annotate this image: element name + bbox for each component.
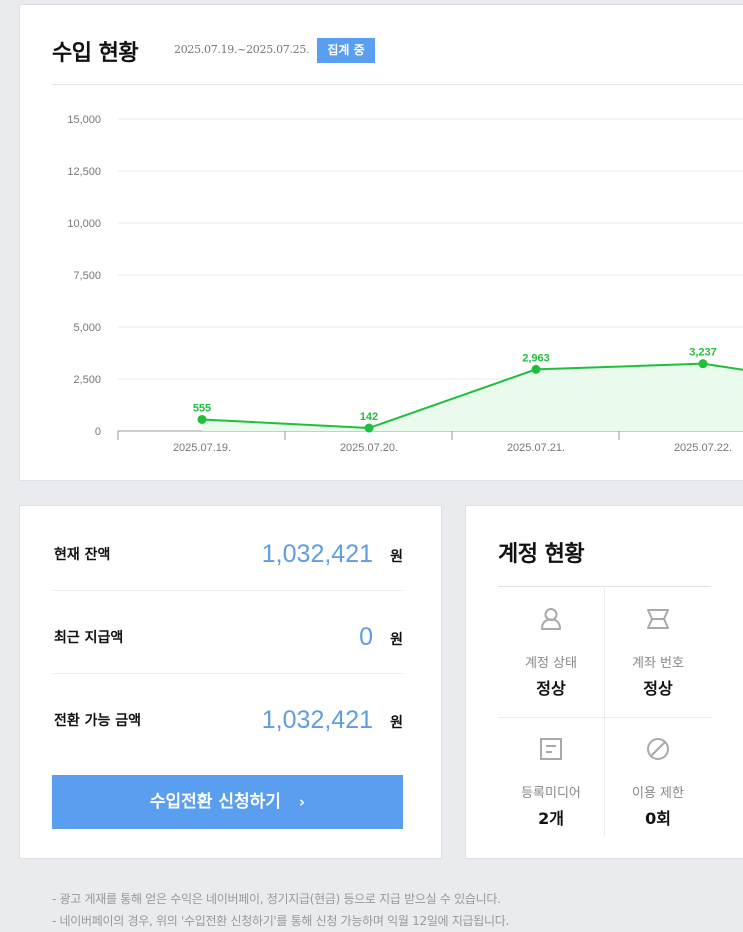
y-tick-label: 15,000 (67, 114, 101, 126)
revenue-chart: 0 2,500 5,000 7,500 10,000 12,500 15,000 2025.0… (67, 114, 743, 454)
data-label: 555 (193, 402, 211, 414)
y-tick-label: 2,500 (73, 374, 101, 386)
convert-button-label: 수입전환 신청하기 (149, 792, 281, 812)
data-point (364, 423, 374, 433)
row-divider (52, 590, 403, 591)
convertible-amount-row: 전환 가능 금액 1,032,421 원 (52, 674, 403, 757)
person-icon (541, 608, 561, 630)
notice-text: - 광고 게재를 통해 얻은 수익은 네이버페이, 정기지급(현금) 등으로 지… (52, 888, 509, 932)
convertible-amount-value: 1,032,421 (261, 706, 373, 734)
account-status-label: 계정 상태 (525, 656, 577, 671)
area-fill (202, 363, 743, 431)
y-tick-label: 10,000 (67, 218, 101, 230)
y-tick-label: 5,000 (73, 322, 101, 334)
convert-revenue-button[interactable]: 수입전환 신청하기 › (52, 775, 403, 829)
grid-divider-vertical (604, 588, 605, 836)
y-tick-label: 12,500 (67, 166, 101, 178)
account-status-value: 정상 (536, 679, 566, 698)
account-card: 계정 현황 계정 상태 정상 계좌 번호 정상 등록미디어 2개 이용 (465, 505, 743, 859)
aggregating-badge: 집계 중 (317, 38, 375, 63)
data-point (197, 414, 207, 424)
x-tick-label: 2025.07.22. (674, 442, 732, 454)
current-balance-amount: 1,032,421 (261, 540, 373, 568)
usage-restriction-value: 0회 (645, 809, 671, 828)
revenue-divider (52, 84, 743, 85)
account-divider (498, 586, 711, 587)
revenue-period: 2025.07.19.~2025.07.25. (174, 43, 310, 56)
data-label: 142 (360, 411, 378, 423)
usage-restriction-label: 이용 제한 (632, 786, 684, 801)
notice-line: - 광고 게재를 통해 얻은 수익은 네이버페이, 정기지급(현금) 등으로 지… (52, 892, 501, 906)
convertible-amount-unit: 원 (390, 715, 403, 731)
chevron-right-icon: › (298, 793, 306, 811)
recent-payment-row: 최근 지급액 0 원 (52, 591, 403, 674)
current-balance-unit: 원 (390, 549, 403, 565)
usage-restriction-item[interactable]: 이용 제한 0회 (605, 718, 711, 848)
data-point (698, 359, 708, 369)
bank-icon (647, 609, 669, 629)
grid-divider-horizontal (498, 717, 711, 718)
x-tick-label: 2025.07.20. (340, 442, 398, 454)
x-tick-label: 2025.07.21. (507, 442, 565, 454)
account-status-item[interactable]: 계정 상태 정상 (498, 588, 604, 718)
account-title: 계정 현황 (498, 542, 585, 567)
recent-payment-unit: 원 (390, 632, 403, 648)
y-tick-label: 0 (95, 426, 101, 438)
revenue-title: 수입 현황 (52, 41, 139, 66)
bank-account-label: 계좌 번호 (632, 656, 684, 671)
bank-account-item[interactable]: 계좌 번호 정상 (605, 588, 711, 718)
notice-line: - 네이버페이의 경우, 위의 '수입전환 신청하기'를 통해 신청 가능하며 … (52, 914, 510, 928)
row-divider (52, 673, 403, 674)
data-label: 2,963 (522, 352, 550, 364)
recent-payment-label: 최근 지급액 (54, 630, 124, 646)
y-tick-label: 7,500 (73, 270, 101, 282)
data-label: 3,237 (689, 347, 717, 359)
balance-card: 현재 잔액 1,032,421 원 최근 지급액 0 원 전환 가능 금액 1,… (19, 505, 442, 859)
current-balance-row: 현재 잔액 1,032,421 원 (52, 508, 403, 591)
registered-media-item[interactable]: 등록미디어 2개 (498, 718, 604, 848)
current-balance-label: 현재 잔액 (54, 547, 111, 563)
convertible-amount-label: 전환 가능 금액 (54, 713, 142, 729)
restriction-icon (647, 738, 669, 760)
revenue-card: 수입 현황 2025.07.19.~2025.07.25. 집계 중 0 2,50… (19, 4, 743, 481)
registered-media-value: 2개 (538, 809, 564, 828)
x-tick-label: 2025.07.19. (173, 442, 231, 454)
document-icon (540, 738, 562, 760)
recent-payment-amount: 0 (359, 623, 373, 651)
data-point (531, 364, 541, 374)
registered-media-label: 등록미디어 (521, 786, 581, 801)
bank-account-value: 정상 (643, 679, 673, 698)
